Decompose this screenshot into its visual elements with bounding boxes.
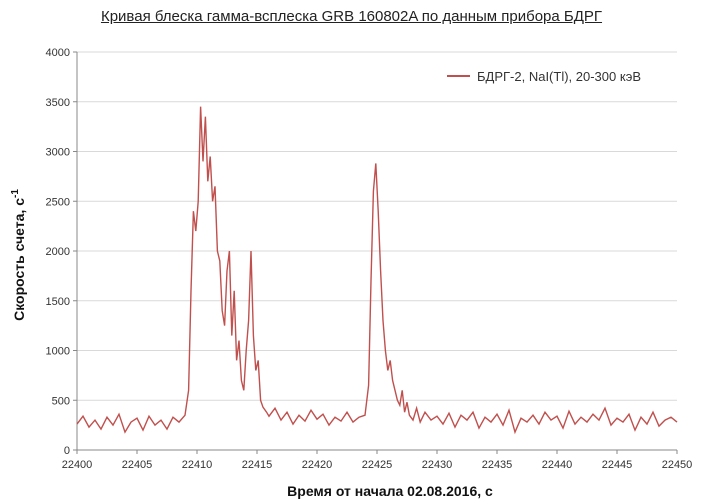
x-axis-label: Время от начала 02.08.2016, с: [287, 483, 493, 499]
y-tick-label: 1500: [46, 296, 70, 308]
y-axis-label-main: Скорость счета, с: [11, 198, 27, 321]
y-tick-label: 0: [64, 445, 70, 457]
y-tick-label: 4000: [46, 47, 70, 59]
y-tick-label: 3500: [46, 97, 70, 109]
x-tick-label: 22445: [602, 459, 633, 471]
x-tick-label: 22415: [242, 459, 273, 471]
x-tick-label: 22430: [422, 459, 453, 471]
x-tick-label: 22440: [542, 459, 573, 471]
y-tick-label: 3000: [46, 147, 70, 159]
legend-label: БДРГ-2, NaI(Tl), 20-300 кэВ: [477, 69, 641, 84]
y-tick-label: 500: [52, 395, 70, 407]
x-tick-label: 22450: [662, 459, 693, 471]
y-ticks: 0 500 1000 1500 2000 2500 3000 3500 4000: [46, 47, 77, 457]
y-axis-label: Скорость счета, с-1: [10, 189, 27, 321]
x-ticks: 22400 22405 22410 22415 22420 22425 22430 22435…: [62, 450, 693, 471]
chart-title: Кривая блеска гамма-всплеска GRB 160802A…: [100, 8, 603, 25]
series-line: [76, 106, 678, 435]
x-tick-label: 22405: [122, 459, 153, 471]
y-tick-label: 2000: [46, 246, 70, 258]
legend: БДРГ-2, NaI(Tl), 20-300 кэВ: [447, 69, 641, 84]
x-tick-label: 22410: [182, 459, 213, 471]
y-tick-label: 1000: [46, 346, 70, 358]
y-axis-label-superscript: -1: [10, 189, 21, 198]
x-tick-label: 22400: [62, 459, 93, 471]
grid-lines: [77, 51, 677, 401]
y-tick-label: 2500: [46, 196, 70, 208]
x-tick-label: 22425: [362, 459, 393, 471]
x-tick-label: 22435: [482, 459, 513, 471]
x-tick-label: 22420: [302, 459, 333, 471]
